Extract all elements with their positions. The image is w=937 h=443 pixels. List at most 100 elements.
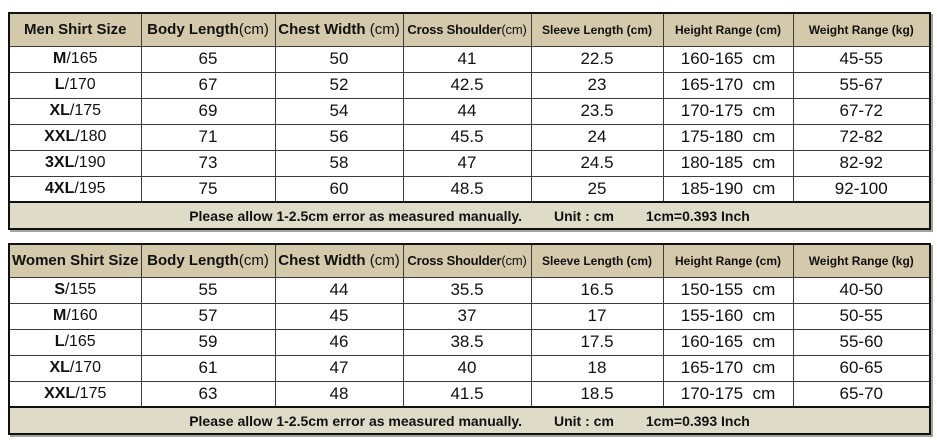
table-row: XXL/180 71 56 45.5 24 175-180 cm 72-82 [8, 123, 931, 151]
height-range-cell: 160-165 cm [662, 328, 794, 356]
sleeve-length-cell: 17 [530, 302, 664, 330]
column-header-label: Sleeve Length (cm) [541, 22, 653, 37]
column-header-unit: (cm) [238, 21, 269, 39]
weight-range-cell: 72-82 [792, 123, 931, 151]
footer-note-cell: Please allow 1-2.5cm error as measured m… [8, 201, 931, 230]
body-length-cell: 75 [140, 175, 276, 203]
cross-shoulder-cell: 41.5 [402, 380, 532, 408]
size-code: M [53, 307, 67, 324]
height-range-cell: 155-160 cm [662, 302, 794, 330]
size-code: L [54, 333, 65, 350]
body-length-cell: 57 [140, 302, 276, 330]
cross-shoulder-cell: 48.5 [402, 175, 532, 203]
column-header-unit: (cm) [365, 252, 400, 270]
size-code: XL [49, 359, 70, 376]
column-header-label: Women Shirt Size [12, 252, 139, 270]
height-range-cell: 170-175 cm [662, 97, 794, 125]
table-row: XXL/175 63 48 41.5 18.5 170-175 cm 65-70 [8, 380, 931, 408]
weight-range-cell: 55-60 [792, 328, 931, 356]
size-code: 4XL [45, 179, 75, 197]
column-header: Weight Range (kg) [792, 12, 931, 47]
size-suffix: /195 [74, 179, 106, 197]
sleeve-length-cell: 23.5 [530, 97, 664, 125]
size-code: 3XL [45, 154, 75, 171]
table-row: M/160 57 45 37 17 155-160 cm 50-55 [8, 302, 931, 330]
body-length-cell: 61 [140, 354, 276, 382]
cross-shoulder-cell: 35.5 [402, 276, 532, 304]
column-header: Chest Width (cm) [274, 243, 404, 278]
chest-width-cell: 45 [274, 302, 404, 330]
size-code: XXL [44, 128, 76, 145]
height-range-cell: 165-170 cm [662, 71, 794, 99]
size-code: S [54, 281, 66, 298]
size-suffix: /175 [75, 384, 107, 402]
body-length-cell: 59 [140, 328, 276, 356]
body-length-cell: 69 [140, 97, 276, 125]
size-code: M [53, 50, 67, 67]
chest-width-cell: 47 [274, 354, 404, 382]
column-header: Cross Shoulder(cm) [402, 243, 532, 278]
size-cell: L/170 [8, 71, 142, 99]
size-suffix: /170 [64, 76, 96, 93]
size-suffix: /165 [64, 333, 96, 350]
sleeve-length-cell: 17.5 [530, 328, 664, 356]
column-header-label: Height Range (cm) [674, 22, 781, 37]
weight-range-cell: 82-92 [792, 149, 931, 177]
body-length-cell: 73 [140, 149, 276, 177]
chest-width-cell: 48 [274, 380, 404, 408]
body-length-cell: 65 [140, 45, 276, 73]
table-row: L/170 67 52 42.5 23 165-170 cm 55-67 [8, 71, 931, 99]
cross-shoulder-cell: 40 [402, 354, 532, 382]
footer-note: Please allow 1-2.5cm error as measured m… [189, 207, 522, 224]
table-title-header: Men Shirt Size [8, 12, 142, 47]
size-cell: 4XL/195 [8, 175, 142, 203]
body-length-cell: 67 [140, 71, 276, 99]
weight-range-cell: 50-55 [792, 302, 931, 330]
column-header-label: Cross Shoulder [407, 22, 502, 38]
column-header-unit: (cm) [238, 252, 269, 270]
column-header-label: Weight Range (kg) [808, 22, 914, 37]
column-header: Height Range (cm) [662, 12, 794, 47]
column-header: Sleeve Length (cm) [530, 12, 664, 47]
column-header-label: Height Range (cm) [674, 253, 781, 268]
size-cell: XXL/175 [8, 380, 142, 408]
cross-shoulder-cell: 42.5 [402, 71, 532, 99]
size-suffix: /180 [75, 128, 107, 145]
column-header-unit: (cm) [365, 21, 400, 39]
body-length-cell: 63 [140, 380, 276, 408]
size-cell: S/155 [8, 276, 142, 304]
sleeve-length-cell: 16.5 [530, 276, 664, 304]
weight-range-cell: 45-55 [792, 45, 931, 73]
weight-range-cell: 55-67 [792, 71, 931, 99]
chest-width-cell: 50 [274, 45, 404, 73]
chest-width-cell: 52 [274, 71, 404, 99]
column-header: Weight Range (kg) [792, 243, 931, 278]
sleeve-length-cell: 23 [530, 71, 664, 99]
weight-range-cell: 65-70 [792, 380, 931, 408]
cross-shoulder-cell: 38.5 [402, 328, 532, 356]
weight-range-cell: 67-72 [792, 97, 931, 125]
cross-shoulder-cell: 37 [402, 302, 532, 330]
column-header: Sleeve Length (cm) [530, 243, 664, 278]
sleeve-length-cell: 24.5 [530, 149, 664, 177]
table-row: 3XL/190 73 58 47 24.5 180-185 cm 82-92 [8, 149, 931, 177]
size-cell: XL/170 [8, 354, 142, 382]
sleeve-length-cell: 24 [530, 123, 664, 151]
size-code: XL [49, 102, 70, 119]
footer-row: Please allow 1-2.5cm error as measured m… [8, 406, 931, 435]
column-header-label: Body Length [147, 252, 239, 270]
size-suffix: /170 [69, 359, 102, 376]
chest-width-cell: 56 [274, 123, 404, 151]
size-cell: XL/175 [8, 97, 142, 125]
column-header: Body Length(cm) [140, 243, 276, 278]
sleeve-length-cell: 25 [530, 175, 664, 203]
chest-width-cell: 58 [274, 149, 404, 177]
footer-note: Please allow 1-2.5cm error as measured m… [189, 412, 522, 429]
header-row: Women Shirt Size Body Length(cm) Chest Wid… [8, 243, 931, 278]
table-row: 4XL/195 75 60 48.5 25 185-190 cm 92-100 [8, 175, 931, 203]
column-header-label: Weight Range (kg) [808, 253, 914, 268]
sleeve-length-cell: 18.5 [530, 380, 664, 408]
height-range-cell: 180-185 cm [662, 149, 794, 177]
cross-shoulder-cell: 44 [402, 97, 532, 125]
